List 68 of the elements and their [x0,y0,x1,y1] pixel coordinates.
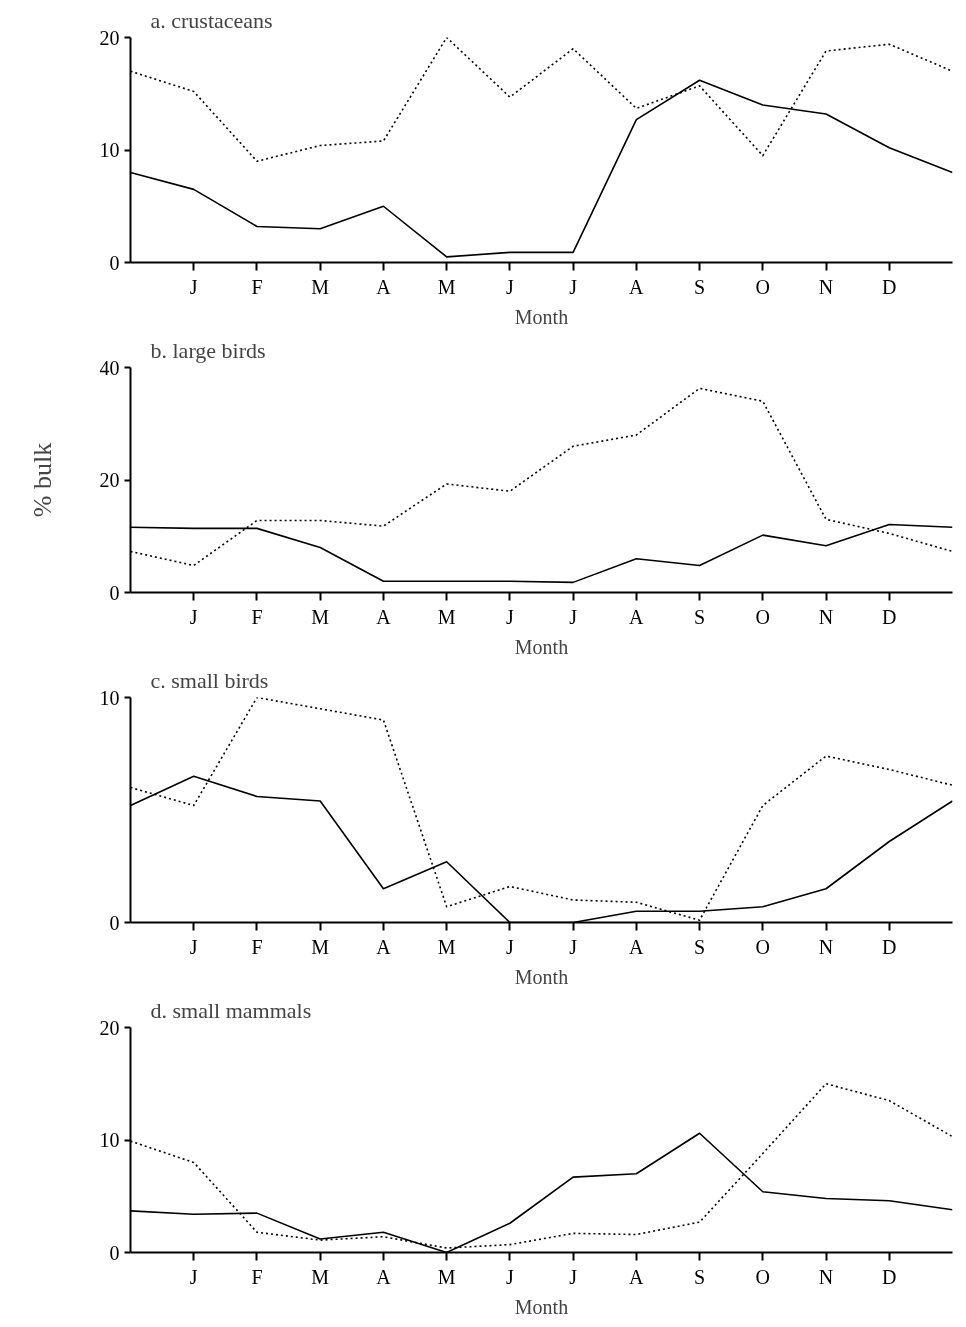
x-tick-label: J [569,275,578,298]
x-tick-label: D [882,1265,897,1288]
chart-title: c. small birds [150,667,269,693]
x-tick-label: M [311,935,330,958]
chart-title: d. small mammals [150,997,312,1023]
x-axis-title: Month [514,965,569,988]
x-tick-label: A [629,1265,645,1288]
y-tick-label: 20 [99,1016,120,1039]
y-tick-label: 40 [99,356,120,379]
x-tick-label: A [376,605,392,628]
x-tick-label: S [694,935,706,958]
x-tick-label: O [755,935,771,958]
x-tick-label: J [569,605,578,628]
x-tick-label: M [437,1265,456,1288]
x-tick-label: N [818,935,834,958]
x-tick-label: J [505,1265,514,1288]
x-tick-label: J [505,605,514,628]
x-tick-label: F [251,275,263,298]
x-tick-label: N [818,1265,834,1288]
x-tick-label: J [505,275,514,298]
x-tick-label: J [505,935,514,958]
x-tick-label: J [189,935,198,958]
y-tick-label: 20 [99,26,120,49]
x-tick-label: A [376,275,392,298]
x-tick-label: J [569,935,578,958]
x-tick-label: A [629,275,645,298]
y-tick-label: 0 [109,1241,120,1264]
y-tick-label: 10 [99,686,120,709]
x-tick-label: N [818,275,834,298]
x-tick-label: J [189,605,198,628]
x-tick-label: M [311,1265,330,1288]
x-tick-label: M [437,605,456,628]
y-tick-label: 0 [109,911,120,934]
x-tick-label: A [629,605,645,628]
x-tick-label: A [376,1265,392,1288]
x-tick-label: F [251,605,263,628]
chart-title: a. crustaceans [150,7,273,33]
x-tick-label: F [251,935,263,958]
x-tick-label: M [437,935,456,958]
x-tick-label: M [311,275,330,298]
x-tick-label: A [629,935,645,958]
y-tick-label: 0 [109,251,120,274]
chart-title: b. large birds [150,337,266,363]
y-tick-label: 10 [99,1129,120,1151]
y-axis-title: % bulk [27,442,57,518]
y-tick-label: 0 [109,581,120,604]
x-axis-title: Month [514,635,569,658]
x-tick-label: D [882,935,897,958]
x-tick-label: M [437,275,456,298]
x-tick-label: J [189,275,198,298]
x-tick-label: M [311,605,330,628]
y-tick-label: 10 [99,139,120,161]
x-tick-label: N [818,605,834,628]
x-tick-label: D [882,605,897,628]
y-tick-label: 20 [99,469,120,491]
x-axis-title: Month [514,305,569,328]
x-tick-label: A [376,935,392,958]
x-tick-label: S [694,275,706,298]
x-tick-label: J [569,1265,578,1288]
x-tick-label: J [189,1265,198,1288]
x-tick-label: S [694,605,706,628]
x-tick-label: O [755,1265,771,1288]
x-axis-title: Month [514,1295,569,1318]
x-tick-label: D [882,275,897,298]
x-tick-label: O [755,605,771,628]
x-tick-label: O [755,275,771,298]
x-tick-label: F [251,1265,263,1288]
x-tick-label: S [694,1265,706,1288]
